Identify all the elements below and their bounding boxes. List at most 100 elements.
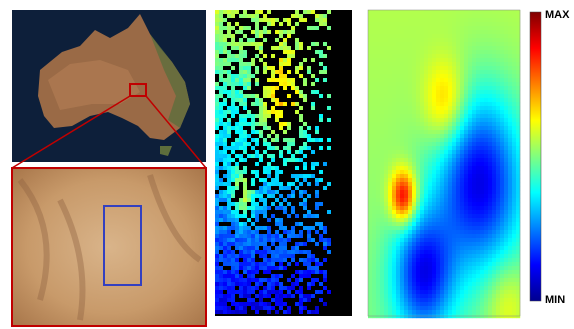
map-cell <box>496 102 500 106</box>
map-cell <box>512 186 516 190</box>
map-cell <box>460 122 464 126</box>
map-cell <box>432 42 436 46</box>
map-cell <box>368 126 372 130</box>
map-cell <box>408 270 412 274</box>
sparse-cell <box>283 46 287 50</box>
sparse-cell <box>247 226 251 230</box>
map-cell <box>504 102 508 106</box>
map-cell <box>464 270 468 274</box>
sparse-cell <box>303 58 307 62</box>
map-cell <box>420 310 424 314</box>
map-cell <box>480 166 484 170</box>
map-cell <box>504 194 508 198</box>
sparse-cell <box>247 190 251 194</box>
map-cell <box>428 26 432 30</box>
map-cell <box>468 274 472 278</box>
sparse-cell <box>287 202 291 206</box>
map-cell <box>384 290 388 294</box>
sparse-cell <box>227 166 231 170</box>
map-cell <box>368 178 372 182</box>
sparse-cell <box>239 262 243 266</box>
map-cell <box>492 182 496 186</box>
sparse-cell <box>287 278 291 282</box>
sparse-cell <box>307 310 311 314</box>
map-cell <box>368 102 372 106</box>
map-cell <box>504 218 508 222</box>
map-cell <box>396 274 400 278</box>
map-cell <box>460 54 464 58</box>
map-cell <box>488 234 492 238</box>
map-cell <box>428 122 432 126</box>
sparse-cell <box>275 258 279 262</box>
map-cell <box>412 42 416 46</box>
sparse-cell <box>263 262 267 266</box>
map-cell <box>468 154 472 158</box>
map-cell <box>424 282 428 286</box>
sparse-cell <box>255 14 259 18</box>
sparse-cell <box>291 82 295 86</box>
map-cell <box>444 302 448 306</box>
sparse-cell <box>227 74 231 78</box>
sparse-cell <box>231 166 235 170</box>
map-cell <box>380 146 384 150</box>
map-cell <box>456 186 460 190</box>
map-cell <box>376 98 380 102</box>
map-cell <box>456 98 460 102</box>
map-cell <box>472 70 476 74</box>
map-cell <box>516 50 520 54</box>
sparse-cell <box>243 250 247 254</box>
map-cell <box>400 294 404 298</box>
sparse-cell <box>215 142 219 146</box>
map-cell <box>400 38 404 42</box>
sparse-cell <box>239 146 243 150</box>
map-cell <box>476 14 480 18</box>
map-cell <box>448 214 452 218</box>
sparse-cell <box>275 138 279 142</box>
sparse-cell <box>227 106 231 110</box>
map-cell <box>372 86 376 90</box>
sparse-cell <box>271 266 275 270</box>
map-cell <box>392 258 396 262</box>
map-cell <box>452 286 456 290</box>
map-cell <box>452 178 456 182</box>
sparse-cell <box>259 102 263 106</box>
sparse-cell <box>223 58 227 62</box>
map-cell <box>516 14 520 18</box>
map-cell <box>496 30 500 34</box>
map-cell <box>432 38 436 42</box>
map-cell <box>476 70 480 74</box>
map-cell <box>416 62 420 66</box>
sparse-cell <box>227 14 231 18</box>
sparse-cell <box>311 310 315 314</box>
map-cell <box>432 230 436 234</box>
map-cell <box>484 242 488 246</box>
map-cell <box>420 146 424 150</box>
map-cell <box>432 242 436 246</box>
sparse-cell <box>243 286 247 290</box>
map-cell <box>428 302 432 306</box>
sparse-cell <box>247 302 251 306</box>
map-cell <box>508 274 512 278</box>
map-cell <box>428 94 432 98</box>
sparse-cell <box>227 54 231 58</box>
map-cell <box>440 66 444 70</box>
map-cell <box>436 102 440 106</box>
map-cell <box>404 282 408 286</box>
map-cell <box>428 182 432 186</box>
map-cell <box>516 154 520 158</box>
map-cell <box>468 42 472 46</box>
sparse-cell <box>263 254 267 258</box>
map-cell <box>468 114 472 118</box>
sparse-cell <box>227 34 231 38</box>
sparse-cell <box>279 74 283 78</box>
map-cell <box>412 226 416 230</box>
map-cell <box>500 218 504 222</box>
map-cell <box>408 166 412 170</box>
map-cell <box>468 150 472 154</box>
sparse-cell <box>219 182 223 186</box>
map-cell <box>440 10 444 14</box>
map-cell <box>376 274 380 278</box>
map-cell <box>448 34 452 38</box>
sparse-cell <box>235 82 239 86</box>
sparse-cell <box>223 10 227 14</box>
